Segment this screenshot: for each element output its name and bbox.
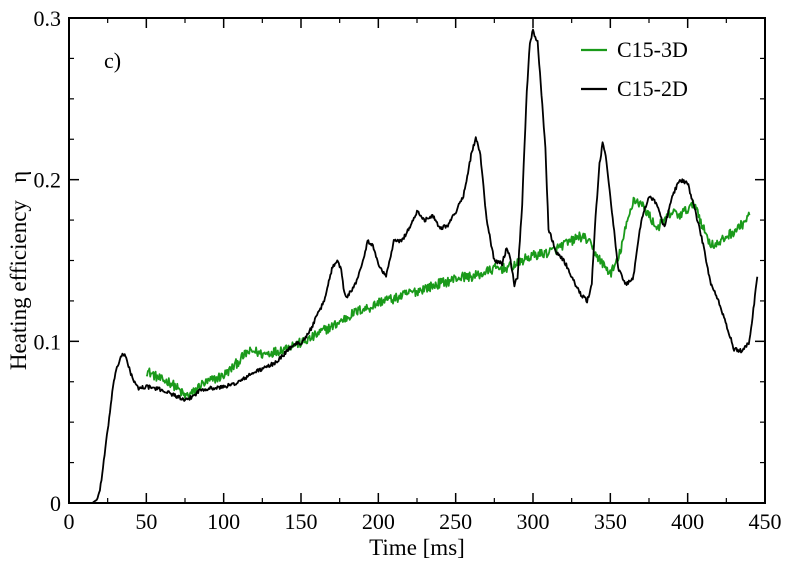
x-tick-label: 100 bbox=[207, 509, 240, 534]
x-tick-label: 150 bbox=[285, 509, 318, 534]
x-axis-label: Time [ms] bbox=[369, 535, 465, 560]
legend-label: C15-2D bbox=[617, 76, 688, 101]
legend-label: C15-3D bbox=[617, 37, 688, 62]
series-line-c15-2d bbox=[84, 28, 759, 504]
tick-layer: 0 50 100 150 200 250 300 350 400 450 0 0.1 0.2 0.3 bbox=[34, 6, 782, 534]
x-tick-label: 200 bbox=[362, 509, 395, 534]
y-tick-label: 0.1 bbox=[34, 329, 62, 354]
series-line-c15-3d bbox=[145, 196, 751, 399]
x-tick-label: 250 bbox=[439, 509, 472, 534]
y-tick-label: 0.2 bbox=[34, 168, 62, 193]
y-axis-label: Heating efficiency η bbox=[6, 171, 31, 370]
x-tick-label: 400 bbox=[671, 509, 704, 534]
x-tick-label: 450 bbox=[749, 509, 782, 534]
x-tick-label: 50 bbox=[135, 509, 157, 534]
series-layer bbox=[84, 28, 759, 504]
x-tick-label: 0 bbox=[64, 509, 75, 534]
x-tick-label: 300 bbox=[517, 509, 550, 534]
legend: C15-3D C15-2D bbox=[581, 37, 688, 101]
panel-label: c) bbox=[104, 48, 121, 73]
y-tick-label: 0.3 bbox=[34, 6, 62, 31]
x-tick-label: 350 bbox=[594, 509, 627, 534]
y-tick-label: 0 bbox=[50, 491, 61, 516]
